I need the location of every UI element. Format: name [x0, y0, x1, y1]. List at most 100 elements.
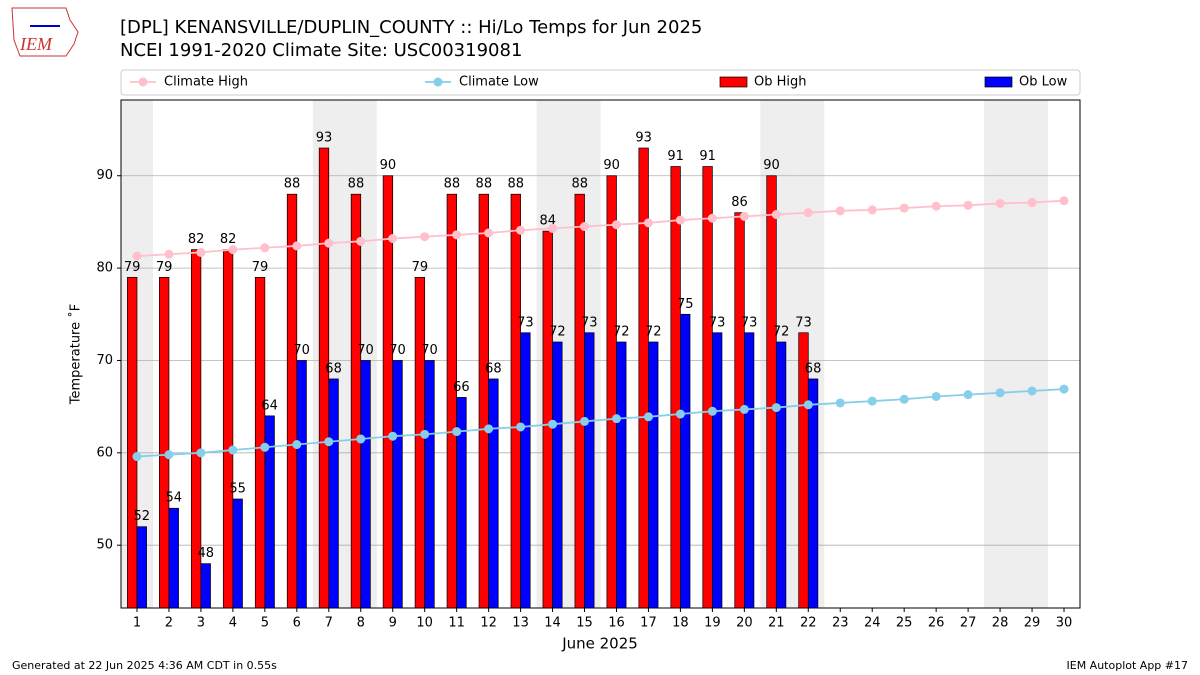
- bar: [232, 498, 243, 609]
- x-tick-label: 25: [896, 616, 913, 631]
- x-tick-label: 12: [480, 616, 497, 631]
- bar: [743, 332, 755, 609]
- point: [899, 203, 909, 213]
- data-label: 48: [197, 546, 214, 561]
- data-label: 88: [348, 177, 365, 192]
- point: [196, 448, 206, 458]
- bar: [807, 378, 819, 609]
- point: [292, 440, 302, 450]
- point: [580, 222, 590, 232]
- point: [420, 429, 430, 439]
- point: [452, 230, 462, 240]
- data-label: 82: [188, 232, 205, 247]
- bar: [584, 332, 595, 609]
- x-tick-label: 2: [165, 616, 173, 631]
- point: [707, 213, 717, 223]
- bar: [542, 230, 553, 609]
- point: [164, 450, 174, 460]
- bar: [775, 341, 787, 609]
- data-label: 88: [508, 177, 525, 192]
- data-label: 75: [677, 297, 694, 312]
- point: [484, 424, 494, 434]
- legend-label: Ob High: [754, 75, 807, 90]
- point: [803, 208, 813, 218]
- data-label: 73: [517, 315, 534, 330]
- point: [771, 210, 781, 220]
- data-label: 90: [380, 158, 397, 173]
- point: [196, 247, 206, 257]
- point: [931, 391, 941, 401]
- point: [452, 427, 462, 437]
- x-tick-label: 16: [608, 616, 625, 631]
- footer-left: Generated at 22 Jun 2025 4:36 AM CDT in …: [12, 659, 277, 672]
- bar: [254, 276, 266, 609]
- bar: [159, 276, 170, 609]
- bar: [200, 563, 211, 609]
- data-label: 91: [699, 149, 716, 164]
- legend-swatch: [984, 76, 1013, 88]
- x-tick-label: 7: [325, 616, 333, 631]
- legend-swatch: [138, 77, 148, 87]
- data-label: 70: [389, 343, 406, 358]
- bar: [648, 341, 659, 609]
- x-axis-label: June 2025: [561, 635, 638, 653]
- bar: [136, 526, 147, 609]
- bar: [670, 166, 681, 609]
- x-tick-label: 4: [229, 616, 237, 631]
- point: [356, 434, 366, 444]
- point: [548, 419, 558, 429]
- point: [739, 211, 749, 221]
- point: [707, 406, 717, 416]
- point: [420, 232, 430, 242]
- point: [548, 223, 558, 233]
- y-tick-label: 90: [96, 168, 113, 183]
- point: [484, 228, 494, 238]
- x-tick-label: 1: [133, 616, 141, 631]
- bar: [574, 193, 585, 609]
- point: [931, 201, 941, 211]
- point: [324, 238, 334, 248]
- data-label: 68: [325, 361, 342, 376]
- bar: [328, 378, 339, 609]
- point: [867, 396, 877, 406]
- x-tick-label: 15: [576, 616, 593, 631]
- x-tick-label: 19: [704, 616, 721, 631]
- data-label: 70: [293, 343, 310, 358]
- data-label: 73: [581, 315, 598, 330]
- bar: [222, 249, 234, 609]
- data-label: 79: [412, 260, 429, 275]
- x-tick-label: 5: [261, 616, 269, 631]
- legend-label: Climate High: [164, 75, 248, 90]
- data-label: 79: [252, 260, 269, 275]
- point: [1027, 198, 1037, 208]
- point: [643, 218, 653, 228]
- bar: [318, 147, 330, 609]
- x-tick-label: 10: [416, 616, 433, 631]
- bar: [520, 332, 531, 609]
- point: [963, 390, 973, 400]
- x-tick-label: 3: [197, 616, 205, 631]
- point: [803, 400, 813, 410]
- point: [292, 241, 302, 251]
- data-label: 79: [124, 260, 141, 275]
- x-tick-label: 8: [357, 616, 365, 631]
- data-label: 79: [156, 260, 173, 275]
- data-label: 72: [645, 324, 662, 339]
- y-tick-label: 50: [96, 538, 113, 553]
- data-label: 93: [316, 131, 333, 146]
- data-label: 55: [229, 482, 246, 497]
- bar: [606, 175, 617, 609]
- data-label: 68: [805, 361, 822, 376]
- y-tick-label: 70: [96, 353, 113, 368]
- weekend-shade: [984, 100, 1017, 608]
- y-tick-label: 80: [96, 261, 113, 276]
- point: [388, 431, 398, 441]
- x-tick-label: 6: [293, 616, 301, 631]
- data-label: 72: [549, 324, 566, 339]
- bar: [392, 360, 403, 609]
- bar: [168, 507, 179, 609]
- data-label: 72: [773, 324, 790, 339]
- point: [132, 251, 142, 261]
- data-label: 70: [357, 343, 374, 358]
